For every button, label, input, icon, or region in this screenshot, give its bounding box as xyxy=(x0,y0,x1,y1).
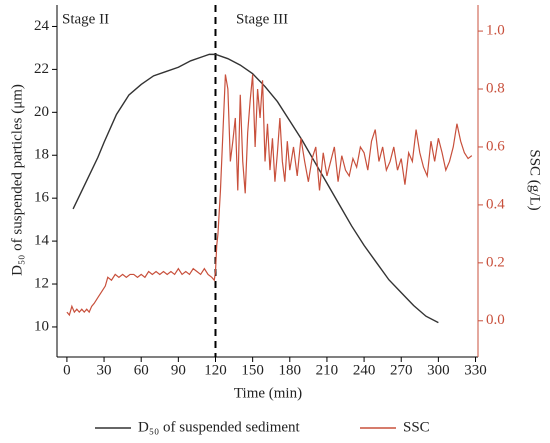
y2-axis-label: SSC (g/L) xyxy=(527,149,543,210)
y-tick-label: 18 xyxy=(34,147,49,163)
x-tick-label: 240 xyxy=(353,362,376,378)
legend-label: SSC xyxy=(403,419,430,435)
stage-label: Stage III xyxy=(236,11,288,27)
x-tick-label: 90 xyxy=(171,362,186,378)
series-line xyxy=(66,74,473,317)
legend-label: D₅₀ of suspended sediment xyxy=(138,419,301,435)
y-tick-label: 12 xyxy=(34,275,49,291)
y-tick-label: 16 xyxy=(34,190,50,206)
x-tick-label: 60 xyxy=(134,362,149,378)
y-tick-label: 20 xyxy=(34,104,49,120)
x-tick-label: 0 xyxy=(63,362,71,378)
y2-tick-label: 0.0 xyxy=(486,312,505,328)
y-tick-label: 14 xyxy=(34,233,50,249)
y2-tick-label: 0.2 xyxy=(486,254,505,270)
y2-tick-label: 1.0 xyxy=(486,23,505,39)
x-tick-label: 180 xyxy=(279,362,302,378)
x-axis-label: Time (min) xyxy=(234,385,302,401)
x-tick-label: 330 xyxy=(464,362,487,378)
stage-label: Stage II xyxy=(62,11,109,27)
x-tick-label: 300 xyxy=(427,362,450,378)
x-tick-label: 30 xyxy=(97,362,112,378)
y2-tick-label: 0.6 xyxy=(486,138,505,154)
y2-tick-label: 0.4 xyxy=(486,196,505,212)
x-tick-label: 120 xyxy=(204,362,227,378)
x-tick-label: 150 xyxy=(241,362,264,378)
y-axis-label: D₅₀ of suspended particles (μm) xyxy=(9,84,25,276)
y-tick-label: 24 xyxy=(34,18,50,34)
x-tick-label: 270 xyxy=(390,362,413,378)
series-line xyxy=(72,53,439,324)
y-tick-label: 22 xyxy=(34,61,49,77)
x-tick-label: 210 xyxy=(316,362,339,378)
y2-tick-label: 0.8 xyxy=(486,80,505,96)
y-tick-label: 10 xyxy=(34,318,49,334)
